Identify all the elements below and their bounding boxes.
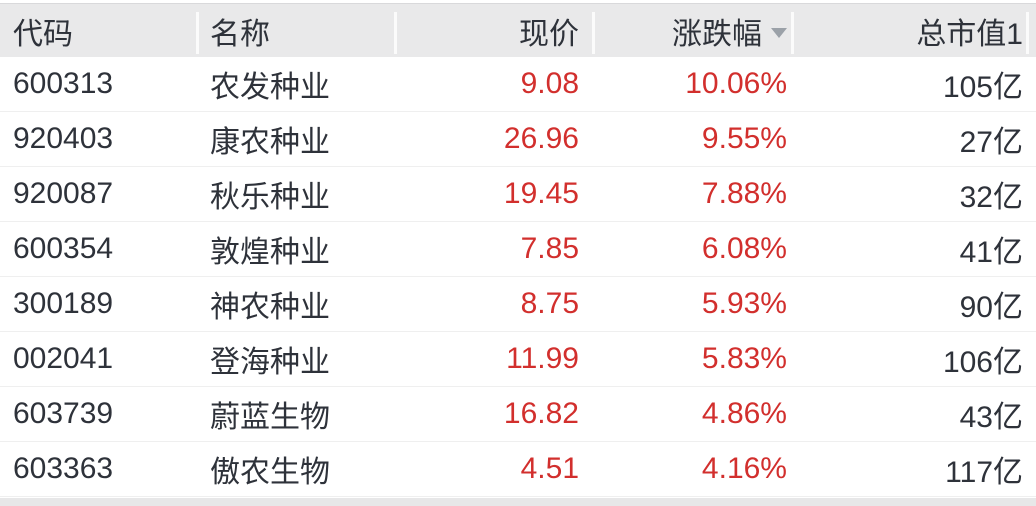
table-row[interactable]: 600313 农发种业 9.08 10.06% 105亿 bbox=[0, 57, 1036, 112]
column-header-price[interactable]: 现价 bbox=[394, 4, 593, 57]
stock-code: 600313 bbox=[13, 67, 114, 100]
stock-price: 11.99 bbox=[506, 342, 579, 375]
header-divider bbox=[196, 12, 199, 54]
column-header-name[interactable]: 名称 bbox=[196, 4, 395, 57]
table-body: 600313 农发种业 9.08 10.06% 105亿 920403 康农种业… bbox=[0, 57, 1036, 497]
stock-name: 傲农生物 bbox=[210, 456, 330, 489]
stock-market-cap: 90亿 bbox=[959, 291, 1023, 324]
stock-code: 002041 bbox=[13, 342, 114, 375]
table-row[interactable]: 300189 神农种业 8.75 5.93% 90亿 bbox=[0, 277, 1036, 332]
table-row[interactable]: 002041 登海种业 11.99 5.83% 106亿 bbox=[0, 332, 1036, 387]
stock-market-cap: 105亿 bbox=[942, 71, 1023, 104]
stock-market-cap: 106亿 bbox=[942, 346, 1023, 379]
stock-change: 5.83% bbox=[701, 342, 787, 375]
column-header-change[interactable]: 涨跌幅 bbox=[592, 4, 792, 57]
stock-code: 920087 bbox=[13, 177, 114, 210]
header-divider bbox=[1026, 12, 1029, 54]
stock-code: 603739 bbox=[13, 397, 114, 430]
column-header-mcap[interactable]: 总市值1 bbox=[791, 4, 1027, 57]
stock-change: 5.93% bbox=[701, 287, 787, 320]
table-header: 代码 名称 现价 涨跌幅 总市值1 bbox=[0, 3, 1036, 57]
stock-change: 7.88% bbox=[701, 177, 787, 210]
stock-price: 16.82 bbox=[503, 397, 579, 430]
sort-desc-icon bbox=[771, 27, 787, 38]
table-row[interactable]: 920403 康农种业 26.96 9.55% 27亿 bbox=[0, 112, 1036, 167]
header-divider bbox=[592, 12, 595, 54]
stock-market-cap: 32亿 bbox=[959, 181, 1023, 214]
column-header-code[interactable]: 代码 bbox=[0, 4, 197, 57]
stock-code: 600354 bbox=[13, 232, 114, 265]
top-strip bbox=[0, 0, 1036, 3]
stock-code: 300189 bbox=[13, 287, 114, 320]
stock-price: 7.85 bbox=[520, 232, 579, 265]
column-header-name-label: 名称 bbox=[210, 17, 270, 51]
stock-name: 神农种业 bbox=[210, 291, 330, 324]
stock-code: 920403 bbox=[13, 122, 114, 155]
column-header-mcap-label: 总市值1 bbox=[916, 17, 1023, 51]
stock-price: 26.96 bbox=[503, 122, 579, 155]
stock-price: 4.51 bbox=[520, 452, 579, 485]
stock-change: 9.55% bbox=[701, 122, 787, 155]
stock-code: 603363 bbox=[13, 452, 114, 485]
stock-change: 4.16% bbox=[701, 452, 787, 485]
stock-price: 8.75 bbox=[520, 287, 579, 320]
stock-change: 4.86% bbox=[701, 397, 787, 430]
stock-change: 10.06% bbox=[685, 67, 787, 100]
stock-name: 农发种业 bbox=[210, 71, 330, 104]
stock-market-cap: 27亿 bbox=[959, 126, 1023, 159]
table-row[interactable]: 603363 傲农生物 4.51 4.16% 117亿 bbox=[0, 442, 1036, 497]
stock-name: 敦煌种业 bbox=[210, 236, 330, 269]
stock-price: 19.45 bbox=[503, 177, 579, 210]
header-divider bbox=[791, 12, 794, 54]
stock-market-cap: 41亿 bbox=[959, 236, 1023, 269]
stock-name: 秋乐种业 bbox=[210, 181, 330, 214]
table-row[interactable]: 603739 蔚蓝生物 16.82 4.86% 43亿 bbox=[0, 387, 1036, 442]
column-header-price-label: 现价 bbox=[519, 17, 579, 51]
bottom-edge-band bbox=[0, 498, 1036, 506]
stock-name: 登海种业 bbox=[210, 346, 330, 379]
header-divider bbox=[394, 12, 397, 54]
column-header-change-label: 涨跌幅 bbox=[672, 17, 762, 51]
table-row[interactable]: 920087 秋乐种业 19.45 7.88% 32亿 bbox=[0, 167, 1036, 222]
stock-market-cap: 43亿 bbox=[959, 401, 1023, 434]
stock-price: 9.08 bbox=[520, 67, 579, 100]
column-header-stub bbox=[1026, 4, 1036, 57]
stock-market-cap: 117亿 bbox=[945, 456, 1023, 489]
column-header-code-label: 代码 bbox=[13, 17, 73, 51]
stock-name: 康农种业 bbox=[210, 126, 330, 159]
stock-name: 蔚蓝生物 bbox=[210, 401, 330, 434]
table-row[interactable]: 600354 敦煌种业 7.85 6.08% 41亿 bbox=[0, 222, 1036, 277]
stock-change: 6.08% bbox=[701, 232, 787, 265]
